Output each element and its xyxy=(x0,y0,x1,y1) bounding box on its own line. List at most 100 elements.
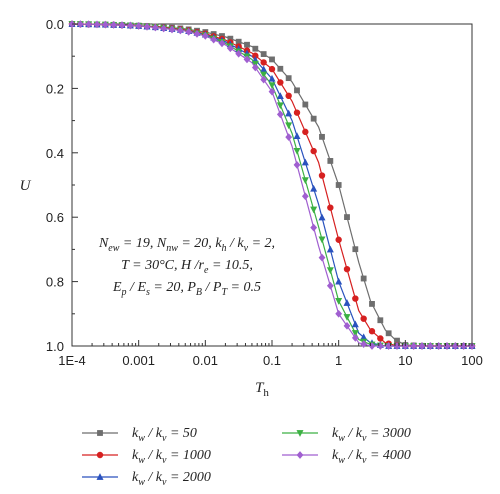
x-tick-label: 10 xyxy=(398,353,412,368)
series-marker-4 xyxy=(243,55,251,64)
series-marker-0 xyxy=(335,182,342,188)
legend-label-3-part-3: k xyxy=(356,426,363,441)
series-marker-1 xyxy=(318,172,326,179)
series-marker-0 xyxy=(360,275,367,282)
y-axis-ticks: 0.0 0.2 0.4 0.6 0.8 1.0 xyxy=(46,17,78,354)
plot-area xyxy=(68,20,476,350)
series-marker-3 xyxy=(335,298,343,305)
parameter-annotation: New = 19, Nnw = 20, kh / kv = 2,T = 30°C… xyxy=(98,236,275,298)
series-marker-4 xyxy=(135,22,143,30)
x-tick-label: 0.01 xyxy=(193,353,218,368)
series-marker-4 xyxy=(218,39,226,48)
series-marker-4 xyxy=(410,342,418,350)
series-marker-1 xyxy=(368,328,376,335)
series-marker-0 xyxy=(260,51,267,57)
annotation-line-2-part-0: E xyxy=(112,280,122,295)
series-marker-4 xyxy=(143,22,151,31)
annotation-line-0-part-0: N xyxy=(98,236,109,251)
series-marker-4 xyxy=(226,44,234,53)
legend-label-0-part-4: v xyxy=(162,433,167,444)
series-marker-4 xyxy=(235,49,243,58)
series-line-2 xyxy=(71,23,472,347)
legend-label-2-part-5: = 2000 xyxy=(166,470,210,485)
annotation-line-0-part-6: k xyxy=(215,236,222,251)
series-marker-0 xyxy=(294,87,300,94)
series-marker-4 xyxy=(360,340,368,348)
series-marker-3 xyxy=(285,122,293,130)
series-marker-3 xyxy=(310,206,318,214)
annotation-line-0: New = 19, Nnw = 20, kh / kv = 2, xyxy=(98,236,275,254)
series-marker-4 xyxy=(301,192,309,201)
series-marker-0 xyxy=(352,246,359,253)
legend-label-1-part-4: v xyxy=(162,455,167,466)
annotation-line-2-part-3: E xyxy=(136,280,146,295)
annotation-line-1: T = 30°C, H /re = 10.5, xyxy=(121,258,253,276)
y-tick-label: 1.0 xyxy=(46,339,64,354)
legend-label-3: kw / kv = 3000 xyxy=(332,426,411,444)
legend-label-1-part-5: = 1000 xyxy=(166,448,210,463)
x-tick-label: 1E-4 xyxy=(58,353,85,368)
series-marker-4 xyxy=(343,321,351,330)
series-marker-4 xyxy=(260,75,268,84)
annotation-line-1-part-1: = 30°C, xyxy=(129,258,181,273)
annotation-line-0-part-3: N xyxy=(156,236,167,251)
legend-label-0-part-5: = 50 xyxy=(166,426,196,441)
series-marker-4 xyxy=(310,223,318,232)
series-marker-2 xyxy=(343,299,351,306)
series-marker-1 xyxy=(293,109,301,116)
y-tick-label: 0.8 xyxy=(46,275,64,290)
series-curves xyxy=(71,23,472,347)
legend-label-4-part-4: v xyxy=(362,455,367,466)
legend-label-0-part-2: / xyxy=(145,426,156,441)
series-marker-0 xyxy=(385,330,392,337)
series-marker-4 xyxy=(168,25,176,34)
series-marker-4 xyxy=(101,20,109,29)
series-marker-1 xyxy=(268,65,276,73)
legend-label-2-part-0: k xyxy=(132,470,139,485)
series-marker-4 xyxy=(160,24,168,33)
annotation-line-2-part-2: / xyxy=(127,280,138,295)
annotation-line-2-part-9: P xyxy=(212,280,222,295)
series-marker-4 xyxy=(210,35,218,44)
series-marker-4 xyxy=(193,30,201,38)
series-marker-1 xyxy=(302,128,309,136)
x-axis-title-main: T xyxy=(255,380,265,396)
legend-label-3-part-1: w xyxy=(338,433,345,444)
legend-swatch-marker xyxy=(97,430,103,436)
legend-item-0: kw / kv = 50 xyxy=(82,426,197,444)
series-marker-2 xyxy=(351,320,359,328)
annotation-line-1-part-5: e xyxy=(204,265,209,276)
legend-item-3: kw / kv = 3000 xyxy=(282,426,411,444)
annotation-line-2-part-4: s xyxy=(146,287,150,298)
series-marker-4 xyxy=(351,334,359,342)
annotation-line-0-part-1: ew xyxy=(108,243,119,254)
series-marker-1 xyxy=(343,265,351,273)
annotation-line-0-part-10: v xyxy=(244,243,249,254)
annotation-line-0-part-5: = 20, xyxy=(178,236,215,251)
series-marker-3 xyxy=(301,177,309,185)
legend-label-2-part-2: / xyxy=(145,470,156,485)
series-marker-4 xyxy=(76,20,84,28)
series-line-0 xyxy=(71,23,472,347)
legend-label-4-part-1: w xyxy=(338,455,345,466)
series-marker-0 xyxy=(319,133,325,140)
series-marker-2 xyxy=(276,92,284,100)
series-marker-4 xyxy=(176,26,184,35)
series-marker-0 xyxy=(327,158,334,164)
annotation-line-1-part-6: = 10.5, xyxy=(208,258,252,273)
legend-swatch-marker xyxy=(96,473,104,480)
x-axis-title: Th xyxy=(255,380,269,399)
series-marker-3 xyxy=(268,82,276,90)
series-marker-4 xyxy=(285,133,293,141)
legend-label-3-part-4: v xyxy=(362,433,367,444)
annotation-line-2-part-11: = 0.5 xyxy=(227,280,261,295)
series-marker-0 xyxy=(310,115,317,122)
series-markers xyxy=(68,20,476,350)
x-tick-label: 1 xyxy=(335,353,342,368)
series-marker-2 xyxy=(310,184,318,192)
y-tick-label: 0.4 xyxy=(46,146,64,161)
legend-label-4-part-2: / xyxy=(345,448,356,463)
legend-swatch-marker xyxy=(296,451,304,459)
y-tick-label: 0.2 xyxy=(46,81,64,96)
